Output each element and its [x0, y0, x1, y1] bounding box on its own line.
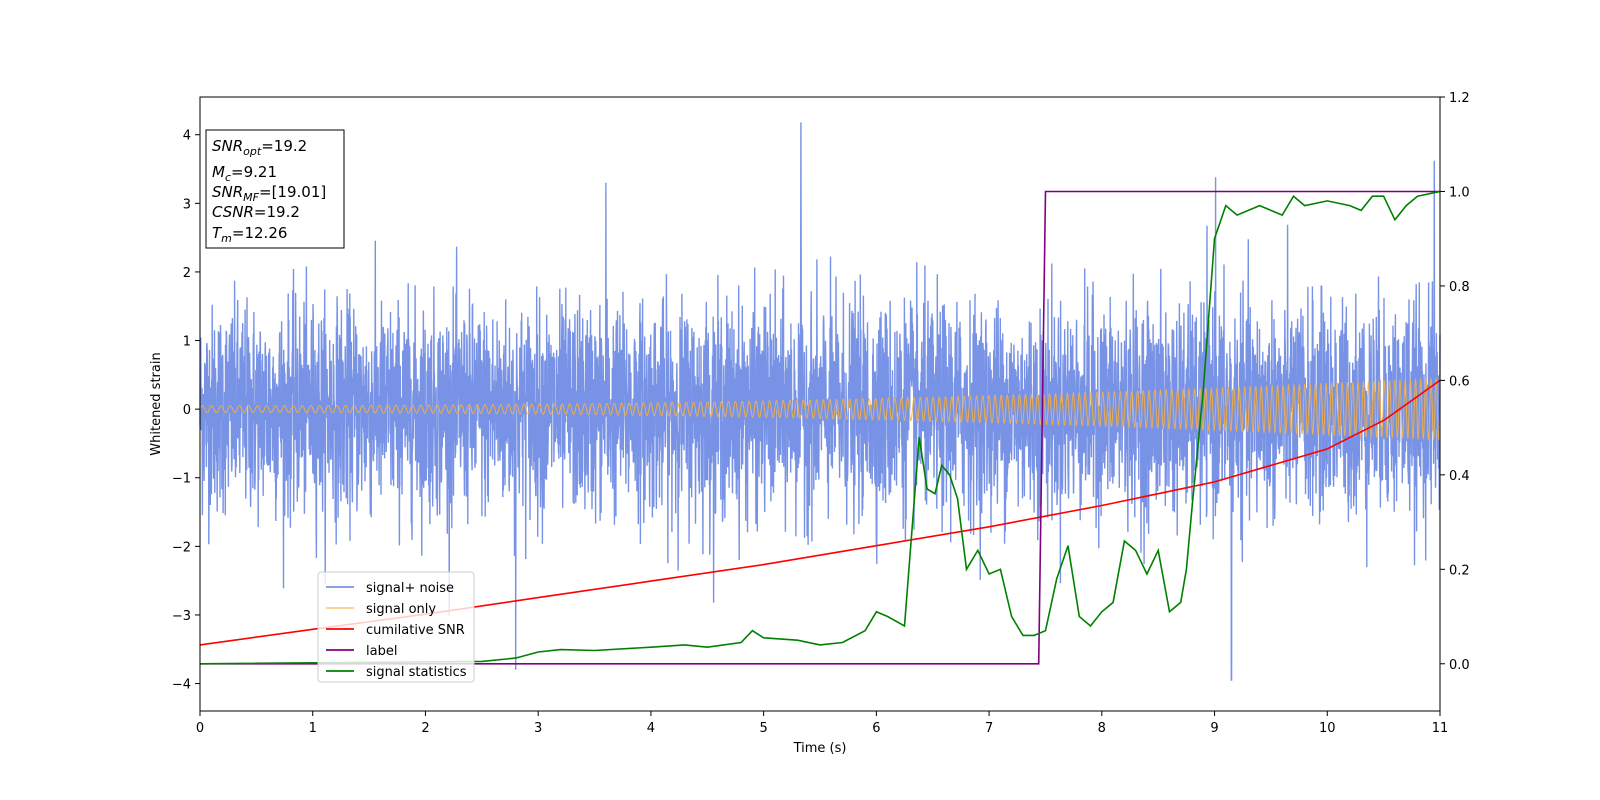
legend-frame [317, 571, 475, 683]
x-tick-label: 2 [421, 721, 429, 736]
y-tick-label: −4 [172, 678, 191, 693]
y-tick-label: 3 [183, 197, 191, 212]
plot-frame [199, 96, 1441, 712]
x-tick-label: 4 [647, 721, 655, 736]
legend-label-signal-noise: signal+ noise [366, 581, 454, 596]
x-tick-label: 6 [872, 721, 880, 736]
info-csnr: CSNR=19.2 [212, 203, 300, 221]
x-tick-label: 9 [1210, 721, 1218, 736]
info-box-frame [205, 129, 345, 249]
y2-tick-label: 0.0 [1449, 658, 1470, 673]
series-signal-only-line [199, 377, 1441, 441]
ticks-layer: 0 1 2 3 4 5 6 7 8 9 10 11 −4 −3 −2 −1 0 1 2 3 4 0.0 0.2 0.4 0.6 0… [172, 91, 1470, 736]
series-signal-statistics-line [199, 190, 1441, 665]
y-tick-label: −2 [172, 540, 191, 555]
x-axis-label: Time (s) [793, 741, 847, 756]
info-tm: Tm=12.26 [212, 224, 287, 245]
legend-label-signal-only: signal only [366, 602, 436, 617]
info-mc: Mc=9.21 [212, 163, 277, 184]
x-tick-label: 0 [196, 721, 204, 736]
y-tick-label: −3 [172, 609, 191, 624]
info-box: SNRopt=19.2 Mc=9.21 SNRMF=[19.01] CSNR=1… [205, 129, 345, 249]
y-axis-label: Whitened strain [149, 352, 164, 455]
y2-tick-label: 0.6 [1449, 374, 1470, 389]
series-label-line [200, 190, 1440, 665]
y2-tick-label: 0.4 [1449, 469, 1470, 484]
series-signal-noise-line [199, 122, 1441, 681]
info-snr-mf: SNRMF=[19.01] [212, 183, 326, 204]
x-tick-label: 11 [1432, 721, 1449, 736]
x-tick-label: 8 [1098, 721, 1106, 736]
info-snr-opt: SNRopt=19.2 [212, 137, 307, 158]
y2-tick-label: 0.2 [1449, 563, 1470, 578]
y-tick-label: 2 [183, 266, 191, 281]
y-tick-label: 0 [183, 403, 191, 418]
y2-tick-label: 1.2 [1449, 91, 1470, 106]
legend-entries: signal+ noise signal only cumilative SNR la… [326, 581, 467, 680]
y-tick-label: −1 [172, 472, 191, 487]
legend: signal+ noise signal only cumilative SNR la… [317, 571, 475, 683]
x-tick-label: 5 [759, 721, 767, 736]
x-tick-label: 10 [1319, 721, 1336, 736]
x-tick-label: 1 [309, 721, 317, 736]
legend-label-label: label [366, 644, 397, 659]
y-tick-label: 4 [183, 129, 191, 144]
legend-label-signal-statistics: signal statistics [366, 665, 467, 680]
y-tick-label: 1 [183, 335, 191, 350]
y2-tick-label: 1.0 [1449, 185, 1470, 200]
legend-label-cumilative-snr: cumilative SNR [366, 623, 465, 638]
x-tick-label: 3 [534, 721, 542, 736]
y2-tick-label: 0.8 [1449, 280, 1470, 295]
x-tick-label: 7 [985, 721, 993, 736]
